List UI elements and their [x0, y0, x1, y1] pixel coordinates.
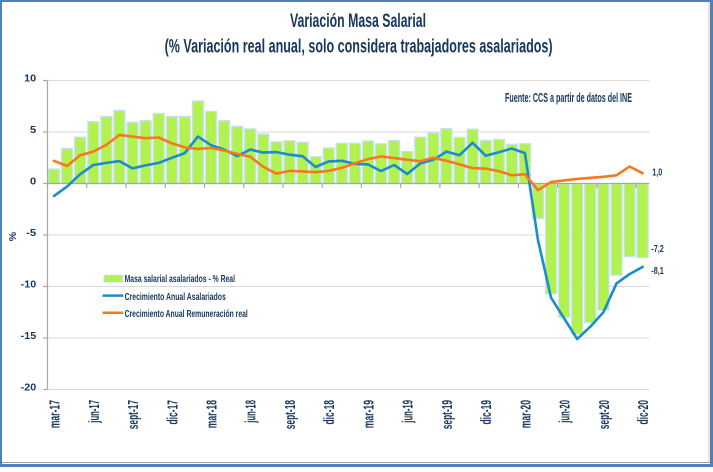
- svg-text:dic-18: dic-18: [321, 400, 338, 425]
- svg-text:dic-19: dic-19: [478, 400, 495, 425]
- svg-text:0: 0: [30, 177, 37, 188]
- svg-text:5: 5: [30, 125, 37, 136]
- svg-text:-20: -20: [21, 383, 37, 394]
- svg-text:jun-18: jun-18: [243, 400, 260, 423]
- svg-text:Crecimiento Anual Remuneración: Crecimiento Anual Remuneración real: [125, 308, 248, 320]
- svg-text:-5: -5: [26, 228, 36, 239]
- svg-text:10: 10: [24, 74, 36, 85]
- svg-text:Masa salarial asalariados - %: Masa salarial asalariados - % Real: [125, 273, 235, 285]
- svg-text:sept-19: sept-19: [439, 400, 456, 429]
- svg-text:1,0: 1,0: [652, 167, 662, 178]
- svg-text:jun-19: jun-19: [400, 400, 417, 423]
- svg-text:Crecimiento Anual Asalariados: Crecimiento Anual Asalariados: [125, 291, 226, 303]
- svg-text:mar-18: mar-18: [204, 400, 221, 428]
- svg-text:mar-17: mar-17: [47, 400, 64, 428]
- svg-text:jun-17: jun-17: [86, 400, 103, 423]
- svg-text:Fuente: CCS a partir de datos: Fuente: CCS a partir de datos del INE: [505, 90, 632, 105]
- svg-text:Variación Masa Salarial: Variación Masa Salarial: [290, 10, 426, 32]
- svg-text:sept-18: sept-18: [282, 400, 299, 429]
- svg-text:-15: -15: [21, 331, 37, 342]
- svg-text:jun-20: jun-20: [557, 400, 574, 423]
- svg-text:mar-19: mar-19: [360, 400, 377, 428]
- svg-text:dic-17: dic-17: [164, 400, 181, 425]
- svg-text:sept-20: sept-20: [596, 400, 613, 429]
- svg-text:%: %: [7, 231, 19, 241]
- svg-text:-10: -10: [21, 280, 37, 291]
- svg-text:dic-20: dic-20: [635, 400, 652, 425]
- svg-text:-8,1: -8,1: [651, 266, 664, 277]
- svg-text:(% Variación real anual, solo: (% Variación real anual, solo considera …: [165, 36, 553, 58]
- svg-text:-7,2: -7,2: [651, 244, 664, 255]
- svg-text:sept-17: sept-17: [125, 400, 142, 429]
- svg-text:mar-20: mar-20: [517, 400, 534, 428]
